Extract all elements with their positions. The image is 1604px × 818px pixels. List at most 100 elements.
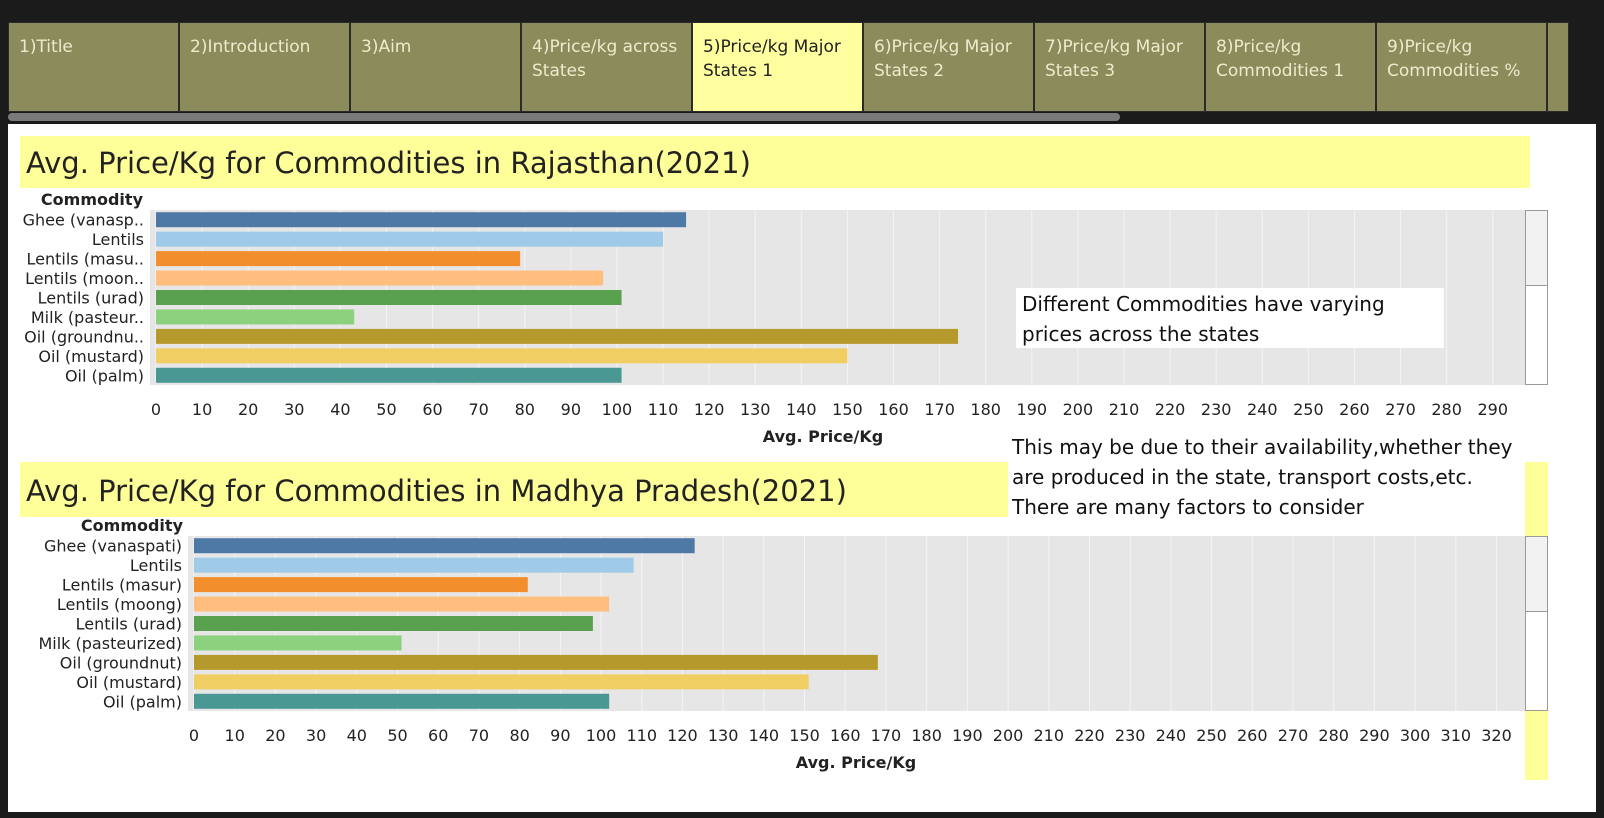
c1-x-tick-label: 140: [786, 400, 817, 419]
c1-x-tick-label: 10: [192, 400, 212, 419]
c2-bar[interactable]: [194, 596, 610, 612]
c1-x-tick-label: 280: [1431, 400, 1462, 419]
c1-bar[interactable]: [156, 309, 355, 325]
c2-x-tick-label: 190: [952, 726, 983, 745]
c1-category-label: Oil (groundnu..: [24, 327, 144, 346]
c2-x-tick-label: 310: [1441, 726, 1472, 745]
chart1-scrollbar[interactable]: [1525, 210, 1548, 385]
c1-bar[interactable]: [156, 270, 604, 286]
chart2-title: Avg. Price/Kg for Commodities in Madhya …: [26, 474, 847, 508]
tab-price-across-states[interactable]: 4)Price/kg across States: [521, 22, 692, 112]
chart2-scroll-thumb[interactable]: [1526, 537, 1547, 612]
c1-bar[interactable]: [156, 231, 664, 247]
c2-x-tick-label: 200: [993, 726, 1024, 745]
c1-category-label: Lentils (urad): [38, 289, 144, 308]
c2-bar[interactable]: [194, 674, 809, 690]
c1-x-tick-label: 170: [924, 400, 955, 419]
c2-x-tick-label: 80: [509, 726, 529, 745]
c2-x-tick-label: 160: [830, 726, 861, 745]
c2-x-tick-label: 90: [550, 726, 570, 745]
tab-price-major-states-2[interactable]: 6)Price/kg Major States 2: [863, 22, 1034, 112]
c2-bar[interactable]: [194, 654, 878, 670]
tab-introduction[interactable]: 2)Introduction: [179, 22, 350, 112]
c1-x-tick-label: 180: [970, 400, 1001, 419]
tab-scrollbar[interactable]: [8, 113, 1120, 121]
c2-x-tick-label: 120: [667, 726, 698, 745]
chart2-bar-chart: Commodity Ghee (vanaspati)LentilsLentils…: [38, 516, 1525, 772]
c1-bar[interactable]: [156, 290, 622, 305]
c1-bar[interactable]: [156, 348, 848, 364]
c2-x-tick-label: 210: [1033, 726, 1064, 745]
c2-x-tick-label: 30: [306, 726, 326, 745]
c2-x-tick-label: 130: [708, 726, 739, 745]
c1-x-tick-label: 20: [238, 400, 258, 419]
tab-partial[interactable]: [1547, 22, 1569, 112]
c1-bar[interactable]: [156, 367, 622, 383]
c1-x-tick-label: 70: [468, 400, 488, 419]
c1-x-tick-label: 0: [151, 400, 161, 419]
dashboard-content: Avg. Price/Kg for Commodities in Rajasth…: [8, 124, 1596, 812]
tab-price-major-states-3[interactable]: 7)Price/kg Major States 3: [1034, 22, 1205, 112]
c2-x-tick-label: 50: [387, 726, 407, 745]
chart2-scrollbar[interactable]: [1525, 536, 1548, 711]
c2-x-tick-label: 10: [225, 726, 245, 745]
c1-category-label: Oil (palm): [65, 366, 144, 385]
story-tab-bar: 1)Title 2)Introduction 3)Aim 4)Price/kg …: [0, 0, 1604, 124]
tab-title[interactable]: 1)Title: [8, 22, 179, 112]
c1-x-tick-label: 230: [1201, 400, 1232, 419]
c1-x-tick-label: 80: [515, 400, 535, 419]
c1-x-tick-label: 110: [648, 400, 679, 419]
c2-x-tick-label: 260: [1237, 726, 1268, 745]
c2-category-label: Lentils (masur): [62, 576, 182, 595]
c2-x-tick-label: 180: [911, 726, 942, 745]
c2-category-label: Milk (pasteurized): [38, 634, 182, 653]
c1-bar[interactable]: [156, 212, 687, 228]
chart2-x-axis-label: Avg. Price/Kg: [796, 753, 916, 772]
c1-x-tick-label: 60: [422, 400, 442, 419]
c2-x-tick-label: 220: [1074, 726, 1105, 745]
c1-x-tick-label: 40: [330, 400, 350, 419]
c2-x-tick-label: 290: [1359, 726, 1390, 745]
tab-price-commodities-percent[interactable]: 9)Price/kg Commodities %: [1376, 22, 1547, 112]
c1-x-tick-label: 240: [1247, 400, 1278, 419]
c2-bar[interactable]: [194, 616, 593, 631]
c1-bar[interactable]: [156, 328, 959, 344]
chart2-title-bar: Avg. Price/Kg for Commodities in Madhya …: [20, 462, 1008, 517]
c1-x-tick-label: 50: [376, 400, 396, 419]
c2-x-tick-label: 300: [1400, 726, 1431, 745]
c2-x-tick-label: 240: [1156, 726, 1187, 745]
chart1-category-header: Commodity: [41, 190, 144, 209]
c2-bar[interactable]: [194, 693, 610, 709]
chart2-category-header: Commodity: [81, 516, 184, 535]
tab-aim[interactable]: 3)Aim: [350, 22, 521, 112]
tab-price-major-states-1[interactable]: 5)Price/kg Major States 1: [692, 22, 863, 112]
c2-bar[interactable]: [194, 557, 634, 573]
c1-x-tick-label: 220: [1155, 400, 1186, 419]
c1-x-tick-label: 150: [832, 400, 863, 419]
c1-x-tick-label: 290: [1477, 400, 1508, 419]
tab-price-commodities-1[interactable]: 8)Price/kg Commodities 1: [1205, 22, 1376, 112]
c1-bar[interactable]: [156, 251, 521, 267]
c2-category-label: Lentils (moong): [57, 595, 182, 614]
chart1-title-bar: Avg. Price/Kg for Commodities in Rajasth…: [20, 136, 1530, 188]
c2-category-label: Lentils: [130, 556, 182, 575]
c2-category-label: Oil (mustard): [76, 673, 182, 692]
c2-x-tick-label: 280: [1318, 726, 1349, 745]
c2-x-tick-label: 40: [347, 726, 367, 745]
chart1-scroll-thumb[interactable]: [1526, 211, 1547, 286]
c2-x-tick-label: 70: [469, 726, 489, 745]
chart1-x-axis-label: Avg. Price/Kg: [763, 427, 883, 446]
c2-bar[interactable]: [194, 635, 402, 651]
c1-x-tick-label: 120: [694, 400, 725, 419]
c1-x-tick-label: 160: [878, 400, 909, 419]
c1-x-tick-label: 270: [1385, 400, 1416, 419]
c2-bar[interactable]: [194, 577, 528, 593]
note-varying-prices: Different Commodities have varying price…: [1016, 288, 1444, 348]
c1-category-label: Oil (mustard): [38, 347, 144, 366]
c2-category-label: Oil (palm): [103, 692, 182, 711]
c2-bar[interactable]: [194, 538, 695, 554]
c2-category-label: Lentils (urad): [76, 615, 182, 634]
chart1-title: Avg. Price/Kg for Commodities in Rajasth…: [26, 146, 751, 180]
c1-x-tick-label: 250: [1293, 400, 1324, 419]
c1-category-label: Lentils (masu..: [27, 250, 144, 269]
